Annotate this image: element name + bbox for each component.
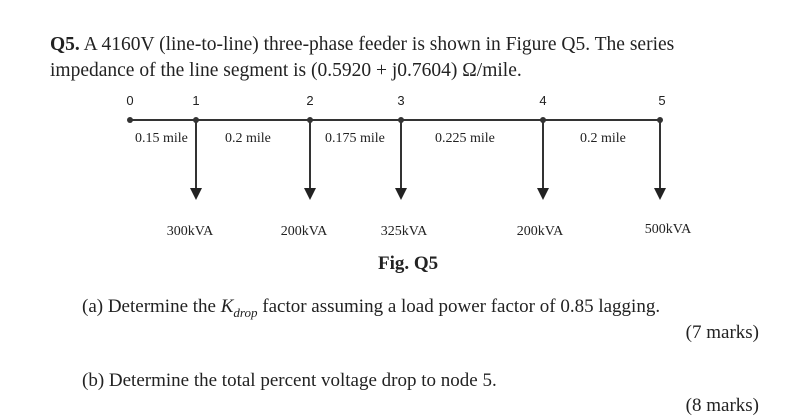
load-label-3: 325kVA (381, 224, 428, 239)
segment-label-1-2: 0.2 mile (225, 131, 271, 146)
segment-label-3-4: 0.225 mile (435, 131, 495, 146)
node-label-0: 0 (126, 93, 133, 108)
arrow-down-icon (395, 188, 407, 200)
part-b-text: (b) Determine the total percent voltage … (82, 370, 497, 391)
arrow-down-icon (190, 188, 202, 200)
question-line-1: Q5. A 4160V (line-to-line) three-phase f… (50, 34, 674, 56)
load-label-5: 500kVA (645, 222, 692, 237)
load-drop-1 (190, 120, 202, 200)
question-text-1: A 4160V (line-to-line) three-phase feede… (83, 34, 675, 55)
question-line-2: impedance of the line segment is (0.5920… (50, 60, 522, 81)
k-symbol: K (220, 296, 234, 317)
k-subscript: drop (233, 304, 258, 320)
part-a-suffix: factor assuming a load power factor of 0… (257, 296, 661, 317)
part-a-prefix: (a) Determine the (82, 296, 221, 317)
load-drop-3 (395, 120, 407, 200)
node-dot-0 (127, 117, 133, 123)
question-number: Q5. (50, 34, 80, 55)
feeder-diagram: 0 1 2 3 4 5 0.15 mile 0.2 mile 0.175 mil… (126, 93, 692, 239)
node-label-4: 4 (539, 93, 546, 108)
node-label-5: 5 (658, 93, 665, 108)
part-a-marks: (7 marks) (685, 322, 759, 343)
arrow-down-icon (537, 188, 549, 200)
figure-caption: Fig. Q5 (378, 253, 439, 274)
part-b-marks: (8 marks) (685, 395, 759, 416)
node-label-2: 2 (306, 93, 313, 108)
part-a-text: (a) Determine the Kdrop factor assuming … (82, 296, 660, 321)
segment-label-0-1: 0.15 mile (135, 131, 188, 146)
node-label-3: 3 (397, 93, 404, 108)
arrow-down-icon (654, 188, 666, 200)
load-drop-4 (537, 120, 549, 200)
load-label-4: 200kVA (517, 224, 564, 239)
arrow-down-icon (304, 188, 316, 200)
load-drop-2 (304, 120, 316, 200)
segment-label-2-3: 0.175 mile (325, 131, 385, 146)
node-label-1: 1 (192, 93, 199, 108)
load-label-2: 200kVA (281, 224, 328, 239)
load-drop-5 (654, 120, 666, 200)
load-label-1: 300kVA (167, 224, 214, 239)
segment-label-4-5: 0.2 mile (580, 131, 626, 146)
